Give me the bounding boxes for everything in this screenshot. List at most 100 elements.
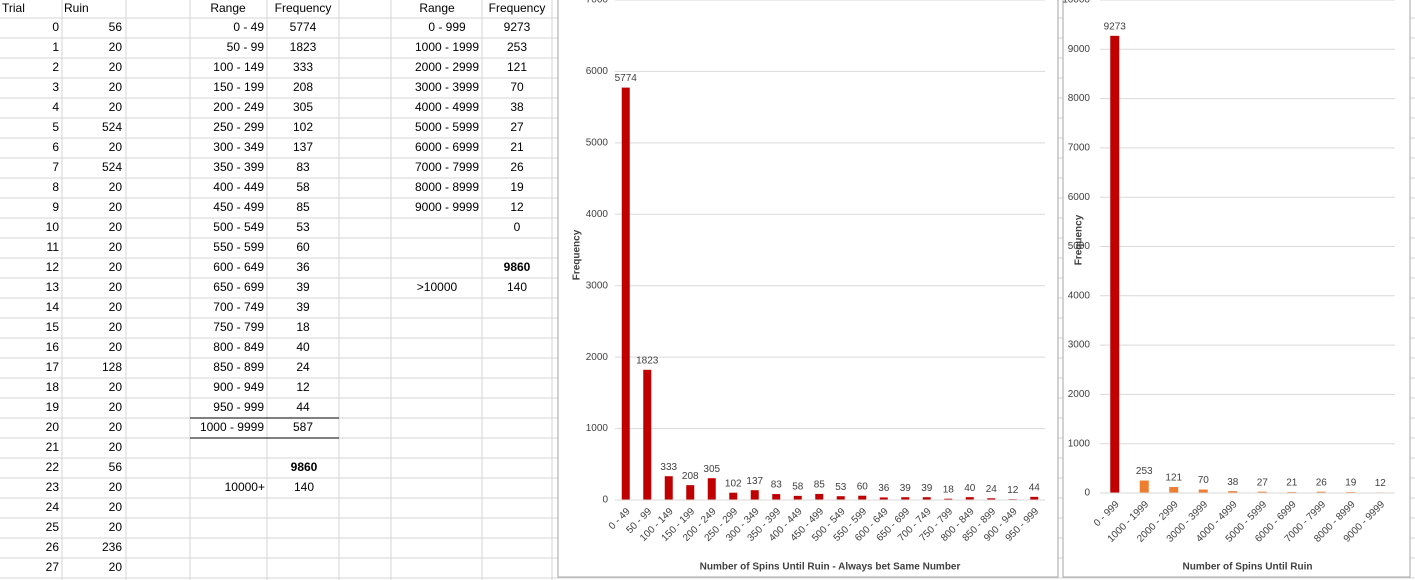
y-tick-label: 1000 <box>1068 438 1091 449</box>
cell-text: 524 <box>102 160 122 174</box>
data-label: 40 <box>964 483 976 494</box>
cell-text: 4 <box>52 100 59 114</box>
y-tick-label: 2000 <box>586 352 609 363</box>
cell-text: 333 <box>293 60 313 74</box>
bar <box>1110 35 1120 494</box>
cell-text: 208 <box>293 80 313 94</box>
x-axis-title: Number of Spins Until Ruin <box>1183 562 1313 573</box>
bar <box>1287 491 1297 493</box>
cell-text: 20 <box>109 100 123 114</box>
data-label: 102 <box>725 478 742 489</box>
cell-text: 5774 <box>290 20 317 34</box>
data-label: 305 <box>703 464 720 475</box>
cell-text: 20 <box>109 60 123 74</box>
bar <box>1316 491 1326 493</box>
cell-text: 20 <box>109 300 123 314</box>
cell-text: >10000 <box>417 280 458 294</box>
cell-text: 1000 - 9999 <box>200 420 264 434</box>
cell-text: 39 <box>296 280 310 294</box>
cell-text: 9 <box>52 200 59 214</box>
bar <box>1257 491 1267 493</box>
bar <box>664 476 673 500</box>
cell-text: 20 <box>109 400 123 414</box>
bar <box>987 498 996 500</box>
cell-text: 20 <box>109 520 123 534</box>
cell-text: 20 <box>109 220 123 234</box>
data-label: 18 <box>943 484 955 495</box>
y-tick-label: 3000 <box>1068 340 1091 351</box>
cell-text: 44 <box>296 400 310 414</box>
cell-text: 17 <box>46 360 60 374</box>
cell-text: Ruin <box>64 1 89 15</box>
cell-text: 20 <box>109 140 123 154</box>
cell-text: 27 <box>510 120 524 134</box>
cell-text: 300 - 349 <box>213 140 264 154</box>
cell-text: 305 <box>293 100 313 114</box>
bar <box>815 493 824 500</box>
bar <box>686 485 695 500</box>
cell-text: 6000 - 6999 <box>415 140 479 154</box>
bar <box>922 497 931 500</box>
cell-text: 3000 - 3999 <box>415 80 479 94</box>
data-label: 12 <box>1007 485 1019 496</box>
cell-text: 13 <box>46 280 60 294</box>
cell-text: 39 <box>296 300 310 314</box>
data-label: 208 <box>682 471 699 482</box>
data-label: 26 <box>1316 477 1328 488</box>
data-label: 333 <box>660 462 677 473</box>
cell-text: 0 - 49 <box>233 20 264 34</box>
data-label: 39 <box>921 483 933 494</box>
cell-text: 10000+ <box>225 480 265 494</box>
cell-text: 500 - 549 <box>213 220 264 234</box>
cell-text: 14 <box>46 300 60 314</box>
y-tick-label: 6000 <box>586 66 609 77</box>
cell-text: 21 <box>510 140 524 154</box>
cell-text: 20 <box>109 180 123 194</box>
cell-text: Range <box>419 1 455 15</box>
cell-text: 200 - 249 <box>213 100 264 114</box>
bar <box>944 498 953 500</box>
bar <box>707 478 716 500</box>
cell-text: 10 <box>46 220 60 234</box>
cell-text: 20 <box>109 440 123 454</box>
cell-text: 0 <box>514 220 521 234</box>
cell-text: 50 - 99 <box>227 40 265 54</box>
data-label: 60 <box>857 481 869 492</box>
cell-text: 350 - 399 <box>213 160 264 174</box>
cell-text: 27 <box>46 560 60 574</box>
cell-text: 1000 - 1999 <box>415 40 479 54</box>
bar <box>643 369 652 500</box>
bar <box>1198 489 1208 493</box>
cell-text: 12 <box>296 380 310 394</box>
cell-text: 11 <box>47 240 60 254</box>
data-label: 38 <box>1227 477 1239 488</box>
chart-area <box>557 0 1059 578</box>
data-label: 121 <box>1165 473 1182 484</box>
data-label: 137 <box>746 476 763 487</box>
cell-text: 58 <box>296 180 310 194</box>
data-label: 58 <box>792 481 804 492</box>
chart-area <box>1062 0 1411 578</box>
bar <box>1030 496 1039 500</box>
cell-text: 5 <box>52 120 59 134</box>
cell-text: 24 <box>296 360 310 374</box>
cell-text: 150 - 199 <box>213 80 264 94</box>
cell-text: 36 <box>296 260 310 274</box>
data-label: 27 <box>1257 477 1269 488</box>
cell-text: 4000 - 4999 <box>415 100 479 114</box>
cell-text: 20 <box>109 200 123 214</box>
cell-text: 60 <box>296 240 310 254</box>
cell-text: 3 <box>52 80 59 94</box>
cell-text: 7000 - 7999 <box>415 160 479 174</box>
cell-text: 56 <box>109 20 123 34</box>
cell-text: 7 <box>52 160 59 174</box>
cell-text: 20 <box>109 240 123 254</box>
cell-text: 550 - 599 <box>213 240 264 254</box>
y-tick-label: 10000 <box>1062 0 1090 6</box>
bar <box>858 495 867 500</box>
cell-text: 12 <box>46 260 60 274</box>
cell-text: 2 <box>52 60 59 74</box>
cell-text: 140 <box>294 480 314 494</box>
cell-text: 6 <box>52 140 59 154</box>
